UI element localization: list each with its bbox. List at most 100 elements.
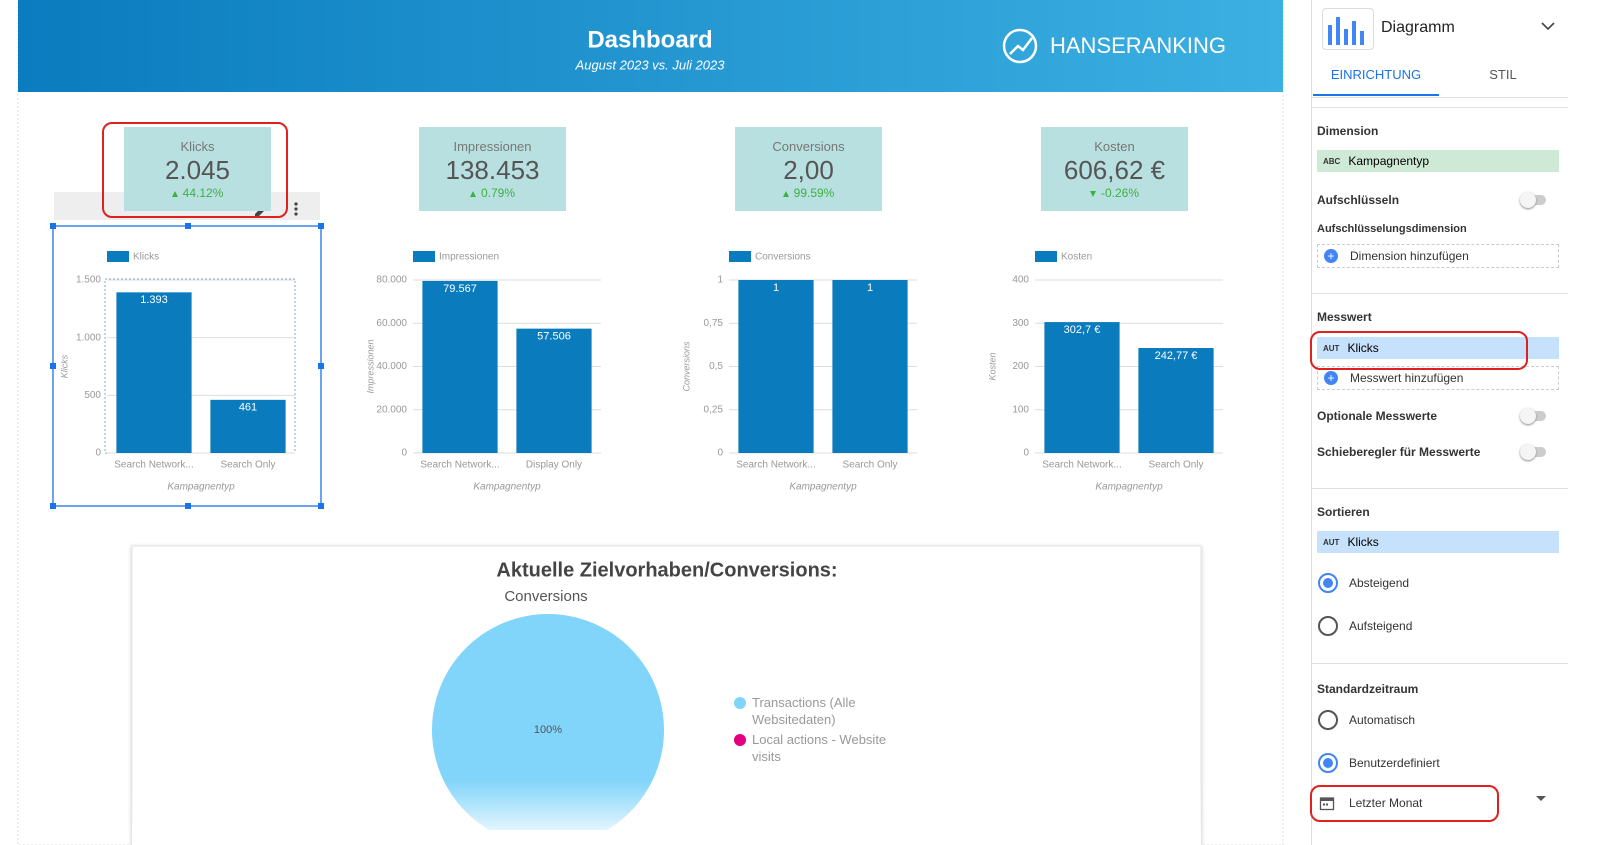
scorecard[interactable] xyxy=(124,127,271,211)
chip-label: Kampagnentyp xyxy=(1348,154,1430,168)
y-tick-label: 0 xyxy=(1023,448,1029,459)
radio[interactable] xyxy=(1318,710,1338,730)
trend-arrow xyxy=(1089,190,1096,197)
value-label: 461 xyxy=(239,402,257,414)
selection-handles[interactable] xyxy=(50,223,324,509)
option-label: Aufschlüsseln xyxy=(1317,193,1400,207)
option-label: Schieberegler für Messwerte xyxy=(1317,445,1481,459)
x-tick-label: Search Network... xyxy=(1042,460,1121,471)
badge: AUT xyxy=(1323,343,1340,353)
pie-group: 100% xyxy=(432,614,664,830)
bar xyxy=(210,399,286,453)
legend-label: Kosten xyxy=(1061,252,1092,263)
x-axis-title: Kampagnentyp xyxy=(167,482,235,493)
chart-type-icon[interactable] xyxy=(1322,8,1374,50)
legend-label: Local actions - Website visits xyxy=(752,732,887,764)
y-tick-label: 0 xyxy=(95,448,101,459)
plus-icon: + xyxy=(1324,371,1338,385)
divider xyxy=(1312,488,1568,489)
legend-label: Conversions xyxy=(755,252,811,263)
x-axis-title: Kampagnentyp xyxy=(1095,482,1163,493)
radio-label[interactable]: Benutzerdefiniert xyxy=(1349,756,1440,770)
metric-chip[interactable]: AUT Klicks xyxy=(1317,337,1559,359)
value-label: 57.506 xyxy=(537,331,571,343)
scorecard[interactable] xyxy=(735,127,882,211)
y-tick-label: 60.000 xyxy=(376,318,407,329)
radio[interactable] xyxy=(1318,573,1338,593)
scorecard-delta: 0.79% xyxy=(419,186,566,200)
y-tick-label: 1 xyxy=(717,275,723,286)
section-heading: Aufschlüsselungsdimension xyxy=(1317,223,1467,235)
scorecard-delta: 99.59% xyxy=(735,186,882,200)
tab-indicator xyxy=(1313,94,1439,96)
more-icon[interactable] xyxy=(294,202,298,216)
tab[interactable]: EINRICHTUNG xyxy=(1330,67,1422,82)
tab[interactable]: STIL xyxy=(1489,67,1517,82)
toggle[interactable] xyxy=(1520,408,1546,424)
y-tick-label: 500 xyxy=(84,390,101,401)
y-tick-label: 1.500 xyxy=(76,275,101,286)
value-label: 1.393 xyxy=(140,294,168,306)
x-tick-label: Search Only xyxy=(220,460,275,471)
delta-text: 99.59% xyxy=(793,186,835,200)
sort-chip[interactable]: AUT Klicks xyxy=(1317,531,1559,553)
y-tick-label: 100 xyxy=(1012,404,1029,415)
pie-title: Aktuelle Zielvorhaben/Conversions: xyxy=(496,559,837,581)
section-heading: Dimension xyxy=(1317,124,1379,138)
radio[interactable] xyxy=(1318,616,1338,636)
bar xyxy=(1138,348,1214,453)
highlight xyxy=(102,122,288,218)
section-heading: Sortieren xyxy=(1317,505,1370,519)
collapse-icon[interactable] xyxy=(1540,20,1556,32)
add-metric[interactable]: + Messwert hinzufügen xyxy=(1317,366,1559,390)
y-axis-title: Conversions xyxy=(681,341,691,392)
highlight xyxy=(1310,331,1528,370)
bar xyxy=(832,280,908,453)
radio-label[interactable]: Aufsteigend xyxy=(1349,619,1413,633)
y-tick-label: 0 xyxy=(717,448,723,459)
sidebar xyxy=(1311,0,1569,845)
legend-dot xyxy=(734,697,746,709)
brand-logo-arrow xyxy=(1009,37,1033,55)
dimension-chip[interactable]: ABC Kampagnentyp xyxy=(1317,150,1559,172)
scorecard[interactable] xyxy=(1041,127,1188,211)
radio-label[interactable]: Absteigend xyxy=(1349,576,1410,590)
brand-logo xyxy=(1002,28,1038,64)
x-tick-label: Search Network... xyxy=(736,460,815,471)
bar xyxy=(422,280,498,453)
dropdown-icon[interactable] xyxy=(1535,795,1547,803)
scorecard-label: Klicks xyxy=(180,139,215,154)
delta-text: 44.12% xyxy=(182,186,224,200)
toggle[interactable] xyxy=(1520,192,1546,208)
plus-icon: + xyxy=(1324,249,1338,263)
legend-swatch xyxy=(413,251,435,262)
divider xyxy=(1312,663,1568,664)
x-axis-title: Kampagnentyp xyxy=(473,482,541,493)
trend-arrow xyxy=(171,190,178,197)
x-tick-label: Search Network... xyxy=(420,460,499,471)
icon xyxy=(1328,17,1364,45)
radio[interactable] xyxy=(1318,753,1338,773)
scorecard-value: 2,00 xyxy=(783,155,834,185)
add-dimension[interactable]: + Dimension hinzufügen xyxy=(1317,244,1559,268)
header-title: Dashboard xyxy=(587,26,712,53)
y-axis-title: Impressionen xyxy=(365,339,375,393)
option-label: Optionale Messwerte xyxy=(1317,409,1438,423)
plot-selection xyxy=(104,278,296,454)
calendar-icon xyxy=(1319,797,1335,811)
radio-label[interactable]: Automatisch xyxy=(1349,713,1416,727)
scorecard-label: Impressionen xyxy=(453,139,532,154)
pie-subtitle: Conversions xyxy=(504,588,587,605)
divider xyxy=(1312,293,1568,294)
panel-title: Diagramm xyxy=(1381,19,1455,36)
y-tick-label: 0,75 xyxy=(704,318,724,329)
toggle[interactable] xyxy=(1520,444,1546,460)
y-axis-title: Kosten xyxy=(987,352,997,380)
bar xyxy=(738,280,814,453)
date-range[interactable]: Letzter Monat xyxy=(1349,796,1423,810)
y-tick-label: 1.000 xyxy=(76,332,101,343)
x-tick-label: Search Network... xyxy=(114,460,193,471)
y-tick-label: 0,25 xyxy=(704,404,724,415)
scorecard[interactable] xyxy=(419,127,566,211)
